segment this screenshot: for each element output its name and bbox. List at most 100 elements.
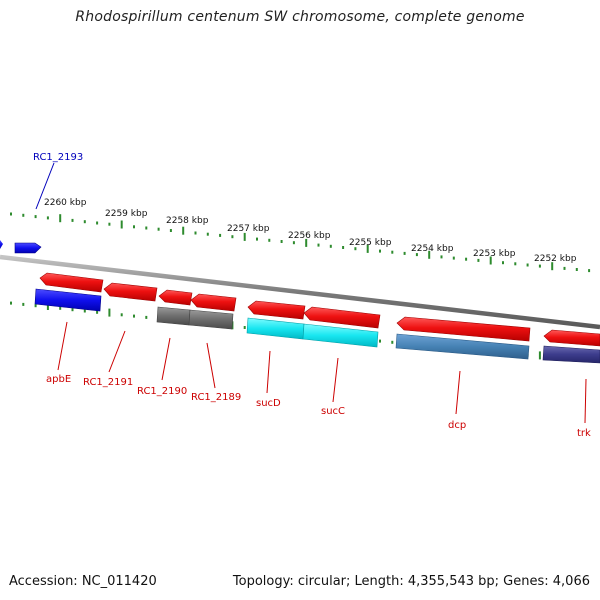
minor-tick bbox=[96, 310, 99, 314]
scale-label: 2259 kbp bbox=[105, 209, 148, 219]
major-tick bbox=[366, 244, 369, 253]
minor-tick bbox=[391, 340, 394, 344]
minor-tick bbox=[83, 220, 86, 224]
minor-tick bbox=[46, 216, 49, 220]
minor-tick bbox=[575, 268, 578, 271]
minor-tick bbox=[477, 258, 480, 262]
gene-label-dcp[interactable]: dcp bbox=[448, 420, 466, 431]
leader-rc1-2189 bbox=[206, 342, 216, 389]
gene-trk-arrow[interactable] bbox=[543, 329, 600, 347]
gene-rc1-2189-arrow[interactable] bbox=[190, 293, 237, 312]
minor-tick bbox=[157, 227, 160, 231]
minor-tick bbox=[379, 249, 381, 253]
minor-tick bbox=[514, 262, 517, 266]
minor-tick bbox=[206, 232, 209, 236]
feature-succ-block[interactable] bbox=[302, 323, 379, 348]
feature-dcp-block[interactable] bbox=[395, 333, 530, 360]
minor-tick bbox=[563, 266, 566, 270]
minor-tick bbox=[502, 261, 504, 265]
major-tick bbox=[428, 250, 431, 259]
feature-apbe-block[interactable] bbox=[34, 288, 102, 312]
gene-label-sucd[interactable]: sucD bbox=[256, 398, 281, 409]
topology-text: Topology: circular; Length: 4,355,543 bp… bbox=[232, 574, 590, 589]
major-tick bbox=[243, 232, 246, 241]
leader-rc1-2191 bbox=[108, 330, 126, 373]
minor-tick bbox=[145, 315, 148, 319]
minor-tick bbox=[83, 309, 86, 313]
minor-tick bbox=[22, 213, 25, 217]
minor-tick bbox=[452, 256, 455, 260]
minor-tick bbox=[440, 255, 443, 259]
minor-tick bbox=[317, 243, 320, 247]
gene-labels: RC1_2193 apbE RC1_2191 RC1_2190 RC1_2189… bbox=[33, 152, 591, 439]
minor-tick bbox=[280, 240, 283, 243]
leader-dcp bbox=[455, 370, 461, 415]
feature-rc1-2190-block[interactable] bbox=[156, 306, 191, 326]
accession-text: Accession: NC_011420 bbox=[9, 574, 157, 589]
minor-tick bbox=[256, 237, 258, 241]
scale-labels: 2260 kbp 2259 kbp 2258 kbp 2257 kbp 2256… bbox=[44, 198, 577, 264]
leader-apbe bbox=[57, 321, 68, 371]
minor-tick bbox=[169, 229, 172, 232]
minor-tick bbox=[292, 241, 295, 245]
feature-rc1-2189-block[interactable] bbox=[188, 309, 234, 330]
minor-tick bbox=[71, 218, 74, 222]
leader-rc1-2190 bbox=[161, 337, 171, 381]
minor-tick bbox=[133, 314, 135, 318]
minor-tick bbox=[34, 215, 37, 219]
minor-tick bbox=[22, 302, 25, 306]
scale-ticks-top bbox=[10, 212, 591, 273]
minor-tick bbox=[71, 308, 74, 312]
minor-tick bbox=[231, 235, 234, 239]
gene-label-rc1-2189[interactable]: RC1_2189 bbox=[191, 392, 241, 403]
gene-rc1-2190-arrow[interactable] bbox=[158, 289, 193, 306]
scale-label: 2254 kbp bbox=[411, 244, 454, 254]
scale-label: 2255 kbp bbox=[349, 238, 392, 248]
minor-tick bbox=[10, 212, 12, 216]
feature-trk-block[interactable] bbox=[542, 345, 600, 364]
minor-tick bbox=[403, 251, 406, 255]
minor-tick bbox=[243, 326, 246, 329]
scale-label: 2258 kbp bbox=[166, 216, 209, 226]
minor-tick bbox=[342, 246, 345, 249]
minor-tick bbox=[588, 269, 591, 273]
gene-label-trk[interactable]: trk bbox=[577, 428, 591, 439]
gene-apbe-arrow[interactable] bbox=[39, 272, 104, 293]
minor-tick bbox=[133, 225, 135, 229]
major-tick bbox=[305, 238, 308, 247]
minor-tick bbox=[96, 221, 99, 225]
scale-label: 2253 kbp bbox=[473, 249, 516, 259]
map-title: Rhodospirillum centenum SW chromosome, c… bbox=[75, 9, 525, 25]
scale-label: 2256 kbp bbox=[288, 231, 331, 241]
minor-tick bbox=[526, 263, 529, 267]
minor-tick bbox=[538, 264, 541, 268]
major-tick bbox=[59, 214, 62, 223]
gene-succ-arrow[interactable] bbox=[303, 306, 381, 329]
minor-tick bbox=[379, 339, 381, 343]
gene-label-succ[interactable]: sucC bbox=[321, 406, 345, 417]
gene-sucd-arrow[interactable] bbox=[247, 300, 306, 320]
gene-label-apbe[interactable]: apbE bbox=[46, 374, 71, 385]
gene-label-rc1-2193[interactable]: RC1_2193 bbox=[33, 152, 83, 163]
gene-label-rc1-2191[interactable]: RC1_2191 bbox=[83, 377, 133, 388]
gene-rc1-2193[interactable] bbox=[0, 240, 42, 254]
scale-label: 2260 kbp bbox=[44, 198, 87, 208]
scale-label: 2252 kbp bbox=[534, 254, 577, 264]
minor-tick bbox=[108, 222, 111, 226]
major-tick bbox=[108, 308, 111, 317]
major-tick bbox=[551, 262, 554, 271]
gene-dcp-arrow[interactable] bbox=[396, 316, 531, 342]
minor-tick bbox=[329, 244, 332, 248]
minor-tick bbox=[354, 247, 357, 251]
minor-tick bbox=[59, 306, 62, 310]
feature-sucd-block[interactable] bbox=[246, 317, 305, 340]
gene-rc1-2191-arrow[interactable] bbox=[103, 282, 158, 302]
leader-succ bbox=[332, 357, 339, 403]
gene-label-rc1-2190[interactable]: RC1_2190 bbox=[137, 386, 187, 397]
label-leader-lines bbox=[35, 162, 587, 424]
leader-rc1-2193 bbox=[35, 162, 55, 210]
minor-tick bbox=[120, 313, 123, 317]
major-tick bbox=[182, 226, 185, 235]
minor-tick bbox=[465, 257, 468, 261]
leader-sucd bbox=[266, 350, 271, 394]
